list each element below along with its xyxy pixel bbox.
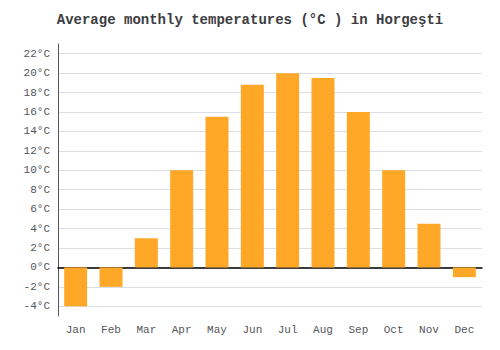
svg-text:18°C: 18°C <box>24 87 51 99</box>
svg-text:Average monthly temperatures (: Average monthly temperatures (°C ) in Ho… <box>57 12 443 28</box>
svg-text:Jun: Jun <box>242 324 262 336</box>
svg-text:Jul: Jul <box>278 324 298 336</box>
svg-text:-4°C: -4°C <box>24 300 51 312</box>
svg-text:Apr: Apr <box>172 324 192 336</box>
svg-text:Oct: Oct <box>384 324 404 336</box>
svg-text:Sep: Sep <box>348 324 368 336</box>
svg-text:14°C: 14°C <box>24 125 51 137</box>
svg-text:4°C: 4°C <box>30 223 50 235</box>
svg-text:22°C: 22°C <box>24 48 51 60</box>
svg-text:0°C: 0°C <box>30 261 50 273</box>
svg-text:Jan: Jan <box>66 324 86 336</box>
svg-text:Nov: Nov <box>419 324 439 336</box>
svg-text:10°C: 10°C <box>24 164 51 176</box>
svg-text:12°C: 12°C <box>24 145 51 157</box>
svg-text:6°C: 6°C <box>30 203 50 215</box>
svg-text:Aug: Aug <box>313 324 333 336</box>
svg-text:20°C: 20°C <box>24 67 51 79</box>
svg-text:Feb: Feb <box>101 324 121 336</box>
svg-text:-2°C: -2°C <box>24 281 51 293</box>
svg-text:Mar: Mar <box>136 324 156 336</box>
svg-text:May: May <box>207 324 227 336</box>
svg-text:8°C: 8°C <box>30 184 50 196</box>
svg-text:2°C: 2°C <box>30 242 50 254</box>
svg-text:Dec: Dec <box>454 324 474 336</box>
svg-text:16°C: 16°C <box>24 106 51 118</box>
